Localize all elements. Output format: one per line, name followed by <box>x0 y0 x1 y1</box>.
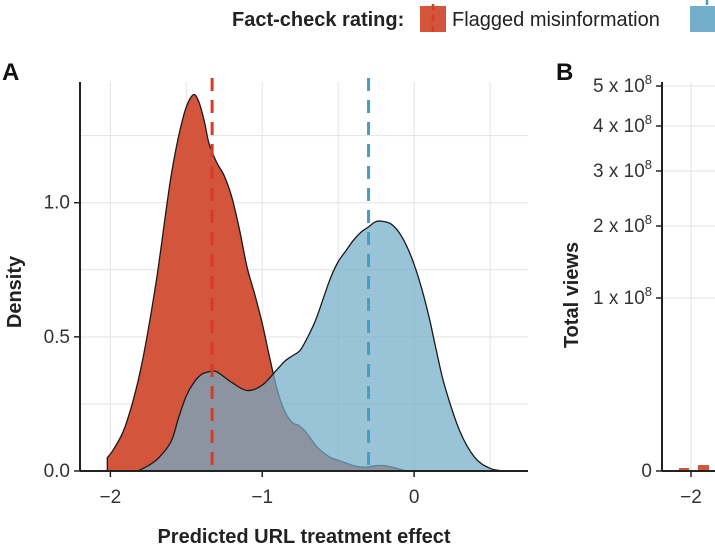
panel-a-x-tick-label: 0 <box>409 487 420 508</box>
panel-a-density-areas <box>106 93 504 472</box>
panel-b: B 0 1 x 108 2 x 108 3 x 108 4 x 108 5 x 108 −… <box>556 59 715 508</box>
panel-b-bar <box>679 468 689 471</box>
panel-b-y-tick-label: 2 x 108 <box>593 212 652 237</box>
panel-a: A 0.0 0.5 1.0 −2 −1 0 Predicted URL treatmen… <box>2 59 528 548</box>
panel-b-y-tick-label: 0 <box>641 461 652 482</box>
panel-b-y-tick-label: 3 x 108 <box>593 157 652 182</box>
panel-a-y-ticks: 0.0 0.5 1.0 <box>44 193 80 482</box>
panel-b-letter: B <box>556 59 573 86</box>
panel-b-x-ticks: −2 <box>680 471 702 508</box>
panel-b-y-tick-label: 1 x 108 <box>593 284 652 309</box>
panel-a-x-ticks: −2 −1 0 <box>100 471 420 508</box>
panel-a-x-axis-title: Predicted URL treatment effect <box>157 526 450 548</box>
legend-swatch-second <box>690 6 715 32</box>
panel-b-y-ticks: 0 1 x 108 2 x 108 3 x 108 4 x 108 5 x 108 <box>593 72 662 482</box>
panel-b-y-tick-label: 4 x 108 <box>593 112 652 137</box>
legend: Fact-check rating: Flagged misinformatio… <box>232 0 715 34</box>
panel-b-y-tick-label: 5 x 108 <box>593 72 652 97</box>
panel-a-density-second <box>137 220 504 472</box>
panel-a-y-tick-label: 0.5 <box>44 327 70 348</box>
legend-title: Fact-check rating: <box>232 9 404 31</box>
panel-b-x-tick-label: −2 <box>680 487 702 508</box>
panel-b-y-axis-title: Total views <box>561 242 583 348</box>
panel-a-x-tick-label: −2 <box>100 487 122 508</box>
panel-a-x-tick-label: −1 <box>251 487 273 508</box>
panel-a-y-tick-label: 1.0 <box>44 193 70 214</box>
panel-b-bar <box>698 465 709 471</box>
panel-b-gridlines <box>662 82 715 471</box>
panel-b-bars <box>679 465 709 471</box>
panel-a-letter: A <box>2 59 19 86</box>
panel-a-y-tick-label: 0.0 <box>44 461 70 482</box>
panel-a-y-axis-title: Density <box>4 255 26 328</box>
legend-label-flagged: Flagged misinformation <box>452 9 660 31</box>
